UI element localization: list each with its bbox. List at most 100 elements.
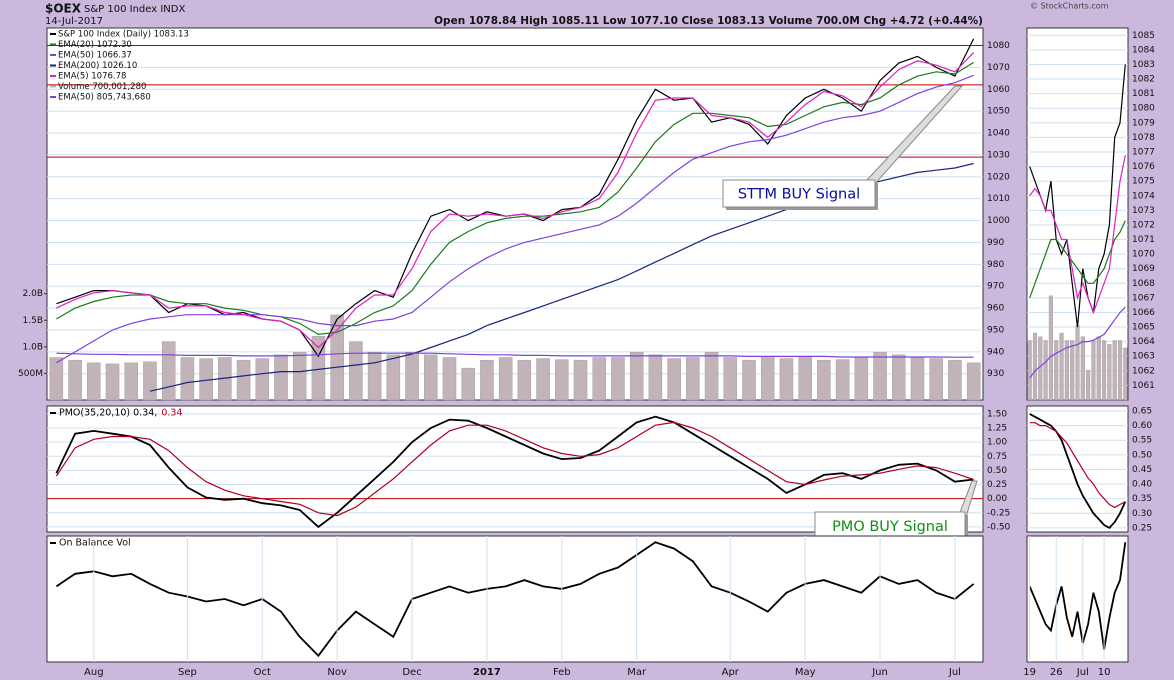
volume-bar [1112,340,1117,401]
series-line [55,541,975,658]
y-tick-label: 0.00 [987,494,1007,504]
volume-bar [1102,340,1107,401]
volume-bar [330,314,344,401]
series-line [1029,155,1126,315]
y-tick-label: 1068 [1132,279,1155,289]
x-tick-label: Dec [402,667,421,678]
volume-bar [68,359,82,401]
volume-bar [498,357,513,401]
legend-label: EMA(20) 1072.30 [58,40,132,50]
y-tick-label: 1080 [1132,104,1155,114]
annotation-box [722,179,876,208]
y-tick-label: 1085 [1132,31,1155,41]
panel [46,405,984,533]
y-tick-label: 1074 [1132,191,1155,201]
legend-label: 0.34 [161,408,182,419]
y-tick-label: 0.75 [987,452,1007,462]
index-name: S&P 100 Index INDX [84,4,185,15]
volume-bar [592,357,606,401]
legend-label: EMA(50) 805,743,680 [58,93,151,103]
volume-bar [236,359,251,401]
x-tick-label: 2017 [473,667,501,678]
volume-bar [1048,295,1053,401]
volume-bar [611,357,625,401]
panel [46,27,984,401]
volume-bar [536,358,550,401]
x-tick-label: Aug [84,667,104,678]
legend-label: EMA(200) 1026.10 [58,61,137,71]
y-tick-label: 1064 [1132,337,1155,347]
volume-bar [1086,370,1091,401]
series-line [1029,422,1126,509]
x-tick-label: 19 [1023,667,1036,678]
y-tick-label: 1010 [987,194,1010,204]
volume-bar [405,351,419,401]
volume-bar [1117,340,1123,401]
y-tick-label: 1040 [987,129,1010,139]
volume-bar [367,351,382,401]
volume-bar [629,351,644,401]
volume-bar [1080,336,1085,401]
y-tick-label: 1061 [1132,381,1155,391]
y-tick-label: 940 [987,347,1004,357]
y-tick-label: 1072 [1132,220,1155,230]
legend-label: S&P 100 Index (Daily) 1083.13 [58,30,189,40]
volume-bar [424,354,438,401]
y-tick-label: -0.50 [987,522,1011,532]
y-tick-label: 1079 [1132,118,1155,128]
y-tick-label: 1000 [987,216,1010,226]
volume-bar [704,351,719,401]
y-tick-label: 1.00 [987,438,1007,448]
annotation-text: PMO BUY Signal [832,519,948,535]
panel [1026,535,1129,663]
volume-bar [948,359,962,401]
volume-bar [1075,325,1080,401]
volume-bar [910,357,925,401]
y2-tick-label: 1.5B [23,316,44,326]
volume-bar [966,362,981,401]
y-tick-label: 930 [987,369,1004,379]
series-line [56,352,974,358]
volume-bar [161,341,176,401]
y-tick-label: 1083 [1132,60,1155,70]
x-tick-label: Jul [948,667,961,678]
symbol: $OEX [45,2,82,16]
volume-bar [873,351,887,401]
volume-bar [1032,332,1038,401]
volume-bar [1107,344,1112,401]
annotation-text: STTM BUY Signal [738,187,860,203]
y-tick-label: 1.25 [987,424,1007,434]
y-tick-label: 980 [987,260,1004,270]
volume-bar [798,357,812,401]
annotation-box [814,511,966,541]
y-tick-label: 1030 [987,150,1010,160]
volume-bar [1096,336,1101,401]
y-tick-label: 1081 [1132,89,1155,99]
y-tick-label: 1.50 [987,409,1007,419]
volume-bar [779,358,794,401]
y-tick-label: 0.65 [1132,406,1152,416]
panel-title: On Balance Vol [59,538,131,549]
series-line [1029,413,1127,530]
series-line [56,52,975,349]
volume-bar [461,367,475,401]
volume-bar [686,357,700,401]
volume-bar [1043,340,1048,401]
volume-bar [1054,340,1059,401]
y-tick-label: 0.60 [1132,421,1152,431]
y-tick-label: 1066 [1132,308,1155,318]
y-tick-label: 0.35 [1132,494,1152,504]
volume-bar [480,359,494,401]
legend-label: PMO(35,20,10) 0.34, [59,408,157,419]
volume-bar [1070,340,1075,401]
y-tick-label: 1075 [1132,177,1155,187]
credit: © StockCharts.com [1030,2,1109,11]
x-tick-label: Mar [627,667,647,678]
volume-bar [49,357,64,401]
volume-bar [835,359,850,401]
x-tick-label: Jul [1076,667,1089,678]
volume-bar [274,354,288,401]
y2-tick-label: 2.0B [23,289,44,299]
